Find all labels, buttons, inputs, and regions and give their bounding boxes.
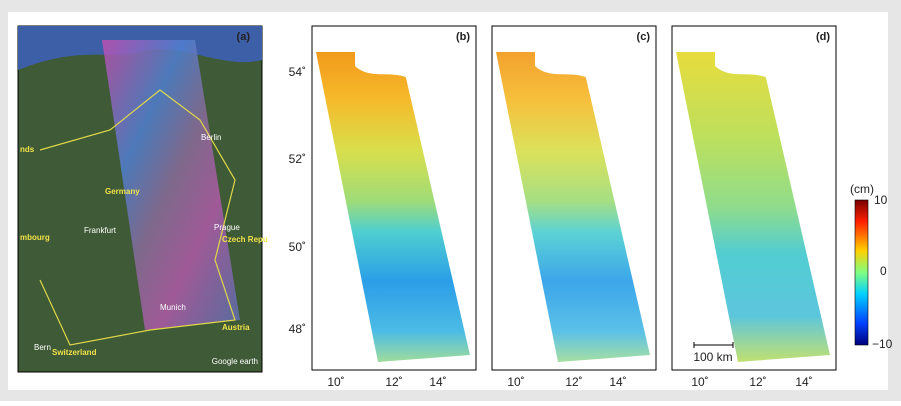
deformation-strip xyxy=(316,52,470,362)
interferogram-strip xyxy=(102,40,240,330)
country-label: Germany xyxy=(105,187,140,196)
panel-label: (c) xyxy=(637,31,651,43)
colorbar xyxy=(854,199,869,346)
city-label: Prague xyxy=(214,223,240,232)
country-label: Austria xyxy=(222,323,250,332)
credit: Google earth xyxy=(212,357,258,366)
masked-area xyxy=(355,52,408,78)
panel-label: (a) xyxy=(237,31,251,43)
lon-tick-label: 14˚ xyxy=(609,375,626,389)
lon-tick-label: 12˚ xyxy=(565,375,582,389)
colorbar-tick-label: 0 xyxy=(880,264,887,278)
panel-label: (b) xyxy=(456,31,470,43)
country-label: Czech Repu xyxy=(222,235,268,244)
lat-tick-label: 48˚ xyxy=(289,322,306,336)
country-label: nds xyxy=(20,145,35,154)
lon-tick-label: 14˚ xyxy=(795,375,812,389)
city-label: Munich xyxy=(160,303,186,312)
border-lines xyxy=(39,89,236,346)
lon-ticks-c: 10˚ 12˚ 14˚ xyxy=(507,375,626,389)
lon-tick-label: 12˚ xyxy=(749,375,766,389)
masked-area xyxy=(535,52,588,78)
lon-ticks-b: 10˚ 12˚ 14˚ xyxy=(327,375,446,389)
colorbar-unit: (cm) xyxy=(850,182,874,196)
lon-ticks-d: 10˚ 12˚ 14˚ xyxy=(691,375,812,389)
country-label: mbourg xyxy=(20,233,50,242)
panel-c: (c) xyxy=(491,25,657,371)
city-label: Bern xyxy=(34,343,51,352)
panel-label: (d) xyxy=(816,31,830,43)
lat-tick-label: 54˚ xyxy=(289,65,306,79)
deformation-strip xyxy=(676,52,830,362)
panel-d: (d) 100 km xyxy=(671,25,837,371)
lat-tick-label: 52˚ xyxy=(289,152,306,166)
country-label: Switzerland xyxy=(52,348,97,357)
lon-tick-label: 10˚ xyxy=(327,375,344,389)
lon-tick-label: 12˚ xyxy=(385,375,402,389)
city-label: Frankfurt xyxy=(84,226,117,235)
lon-tick-label: 10˚ xyxy=(691,375,708,389)
lat-tick-label: 50˚ xyxy=(289,240,306,254)
colorbar-tick-label: −10 xyxy=(872,337,893,351)
masked-area xyxy=(715,52,768,78)
lon-tick-label: 10˚ xyxy=(507,375,524,389)
panel-b: (b) xyxy=(311,25,477,371)
scale-bar-label: 100 km xyxy=(693,350,732,364)
colorbar-tick-label: 10 xyxy=(874,193,888,207)
lon-tick-label: 14˚ xyxy=(429,375,446,389)
city-label: Berlin xyxy=(201,133,221,142)
deformation-strip xyxy=(496,52,650,362)
